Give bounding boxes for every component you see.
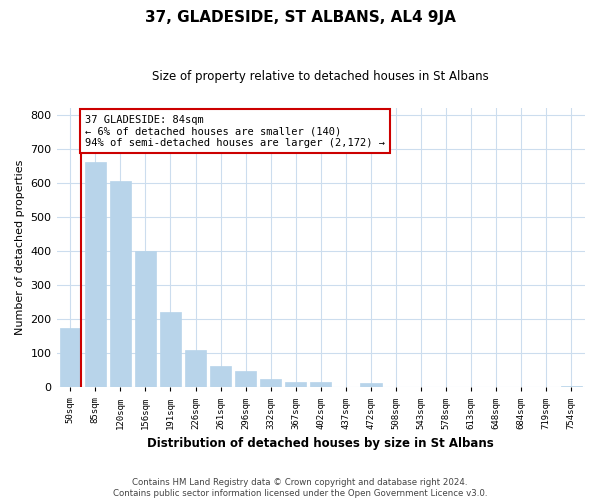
Text: 37, GLADESIDE, ST ALBANS, AL4 9JA: 37, GLADESIDE, ST ALBANS, AL4 9JA <box>145 10 455 25</box>
Bar <box>160 312 181 388</box>
Bar <box>59 328 81 388</box>
X-axis label: Distribution of detached houses by size in St Albans: Distribution of detached houses by size … <box>148 437 494 450</box>
Text: 37 GLADESIDE: 84sqm
← 6% of detached houses are smaller (140)
94% of semi-detach: 37 GLADESIDE: 84sqm ← 6% of detached hou… <box>85 114 385 148</box>
Bar <box>85 162 106 388</box>
Bar <box>310 382 331 388</box>
Y-axis label: Number of detached properties: Number of detached properties <box>15 160 25 336</box>
Title: Size of property relative to detached houses in St Albans: Size of property relative to detached ho… <box>152 70 489 83</box>
Bar <box>360 384 382 388</box>
Bar <box>260 379 281 388</box>
Bar <box>135 251 156 388</box>
Bar <box>285 382 307 388</box>
Bar <box>185 350 206 388</box>
Bar <box>210 366 231 388</box>
Text: Contains HM Land Registry data © Crown copyright and database right 2024.
Contai: Contains HM Land Registry data © Crown c… <box>113 478 487 498</box>
Bar <box>110 181 131 388</box>
Bar <box>235 372 256 388</box>
Bar <box>560 386 582 388</box>
